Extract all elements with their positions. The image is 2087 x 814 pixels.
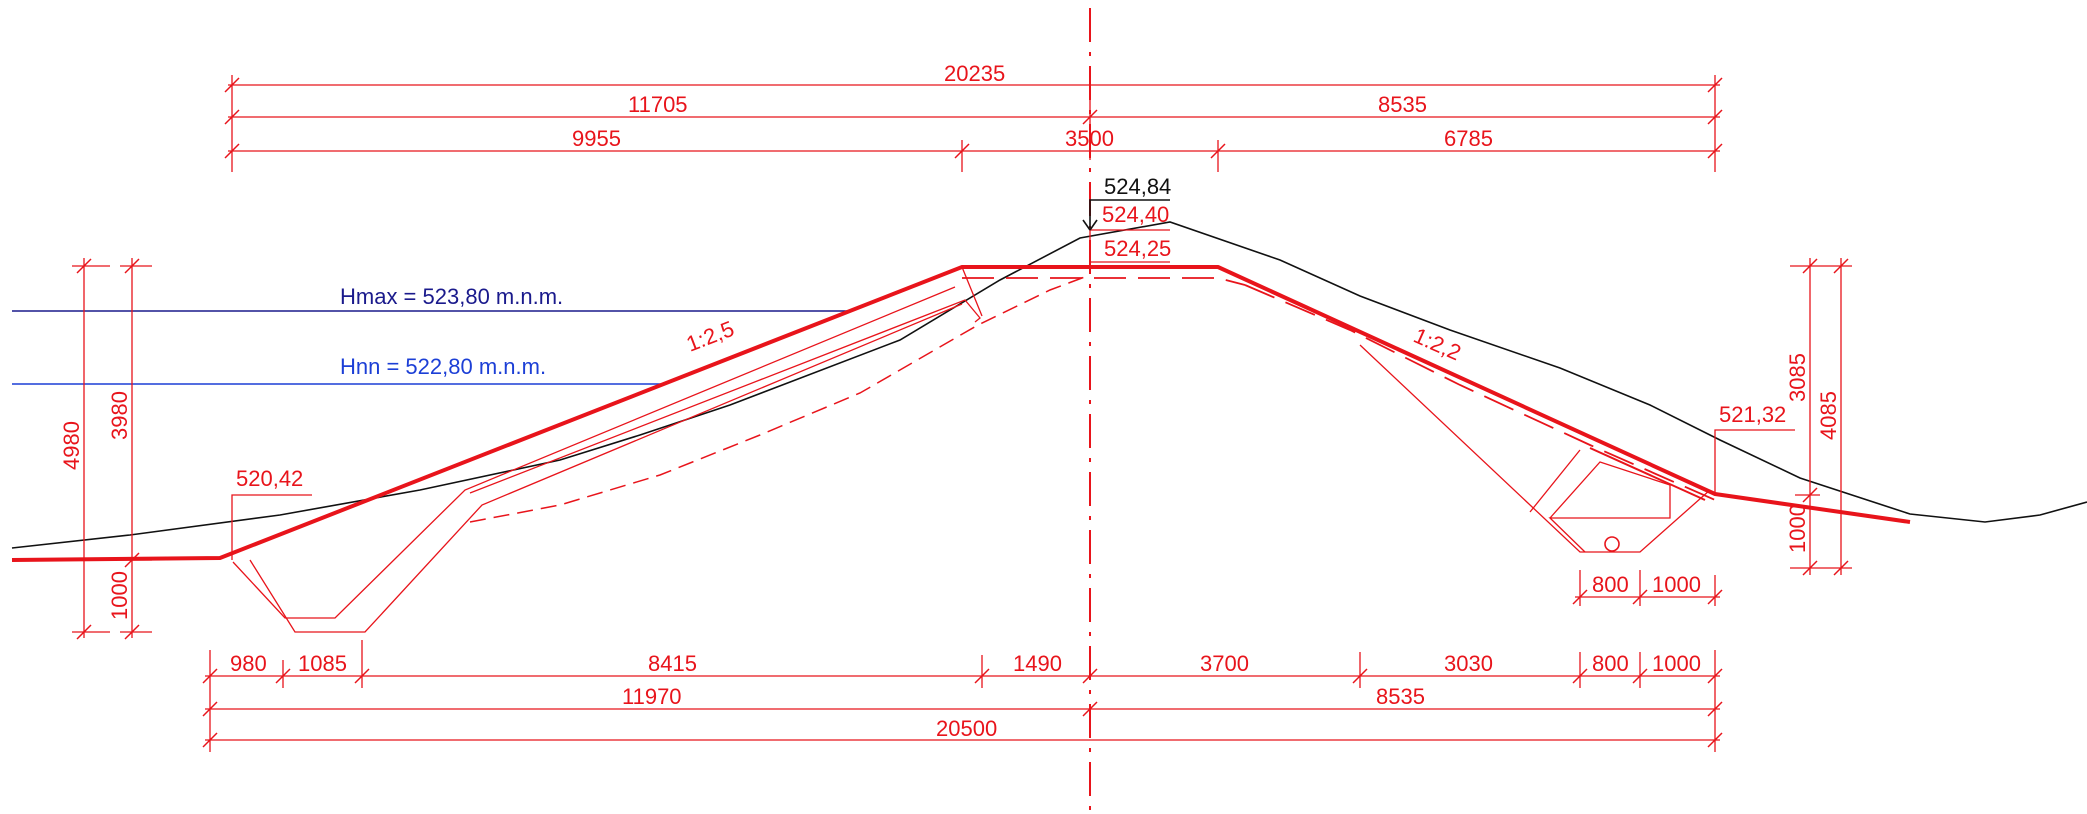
left-toe-marker: [231, 494, 312, 560]
right-vertical-dimensions: [1790, 258, 1852, 576]
bottom-dim-8415: 8415: [648, 651, 697, 676]
bottom-dim-20500: 20500: [936, 716, 997, 741]
drain-cover: [1589, 447, 1706, 501]
crest-elev-marker-3: [1089, 261, 1170, 265]
elev-right-toe: 521,32: [1719, 402, 1786, 427]
upstream-layer-1: [232, 286, 956, 619]
elev-crest-core: 524,25: [1104, 236, 1171, 261]
bottom-dim-11970: 11970: [622, 684, 682, 709]
top-dim-8535: 8535: [1378, 92, 1427, 117]
right-vert-3085: 3085: [1785, 353, 1810, 402]
top-dim-3500: 3500: [1065, 126, 1114, 151]
upstream-dashed-core: [469, 274, 1091, 523]
existing-terrain-line: [11, 221, 2087, 549]
drain-outer: [1529, 449, 1581, 513]
upstream-cap: [961, 266, 983, 317]
bottom-dim-800: 800: [1592, 651, 1629, 676]
top-dim-20235: 20235: [944, 61, 1005, 86]
left-vert-3980: 3980: [107, 391, 132, 440]
drain-pipe: [1604, 536, 1620, 552]
left-vert-1000: 1000: [107, 571, 132, 620]
top-dim-6785: 6785: [1444, 126, 1493, 151]
left-vertical-dimensions: [72, 258, 152, 640]
crest-arrow-1b: [1089, 219, 1098, 231]
bottom-dim-3700: 3700: [1200, 651, 1249, 676]
drain-dim-1000: 1000: [1652, 572, 1701, 597]
crest-dashed-core: [962, 277, 1246, 286]
elev-left-toe: 520,42: [236, 466, 303, 491]
left-vert-4980: 4980: [59, 421, 84, 470]
hmax-label: Hmax = 523,80 m.n.m.: [340, 284, 563, 309]
downstream-dashed-core: [1244, 284, 1716, 501]
bottom-dim-1000: 1000: [1652, 651, 1701, 676]
bottom-dim-1490: 1490: [1013, 651, 1062, 676]
drain-dim-800: 800: [1592, 572, 1629, 597]
bottom-dim-980: 980: [230, 651, 267, 676]
elev-terrain-crest: 524,84: [1104, 174, 1171, 199]
top-dimension-chains: [224, 75, 1723, 172]
bottom-dim-8535: 8535: [1376, 684, 1425, 709]
drain-inner: [1548, 461, 1671, 553]
upstream-layer-3: [469, 299, 981, 494]
downstream-drain-trench: [1359, 344, 1711, 553]
bottom-dim-1085: 1085: [298, 651, 347, 676]
upstream-layer-2: [249, 303, 963, 633]
elev-crest-top: 524,40: [1102, 202, 1169, 227]
bottom-dimension-chains: [202, 640, 1723, 752]
dam-outline: [11, 265, 1911, 562]
drain-dimension-chain: [1572, 570, 1723, 606]
crest-elev-marker-1: [1089, 199, 1170, 228]
top-dim-11705: 11705: [628, 92, 688, 117]
right-vert-1000: 1000: [1785, 504, 1810, 553]
crest-arrow-1: [1082, 219, 1091, 231]
bottom-dim-3030: 3030: [1444, 651, 1493, 676]
right-toe-marker: [1714, 429, 1795, 494]
top-dim-9955: 9955: [572, 126, 621, 151]
hnn-label: Hnn = 522,80 m.n.m.: [340, 354, 546, 379]
right-vert-4085: 4085: [1816, 391, 1841, 440]
upstream-slope-label: 1:2,5: [683, 316, 738, 357]
